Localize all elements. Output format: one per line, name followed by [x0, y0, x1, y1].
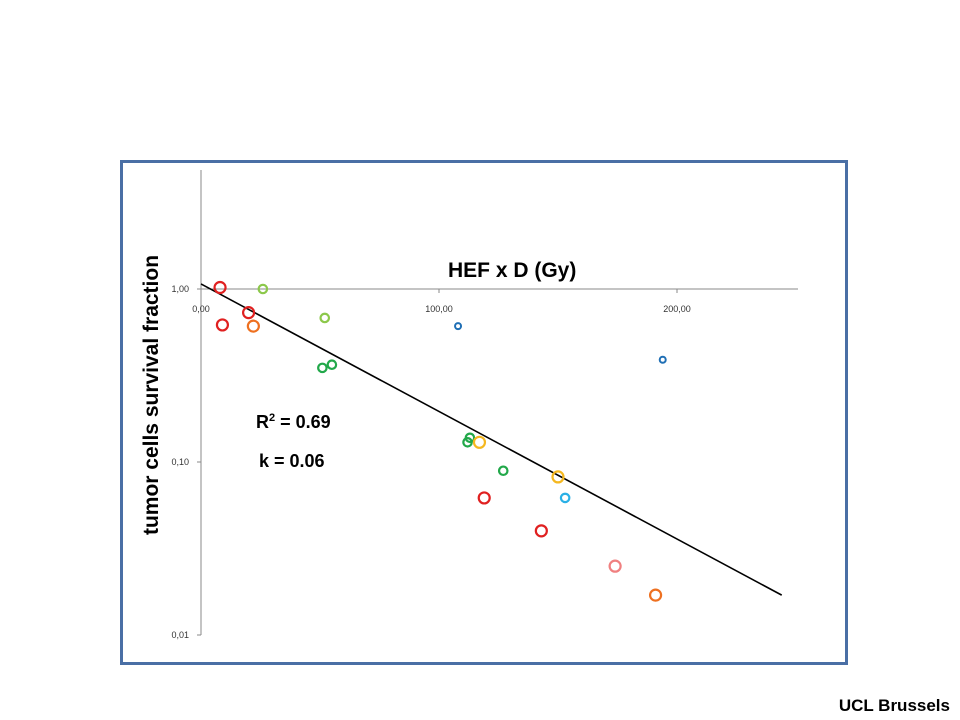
data-point	[658, 355, 667, 364]
trendline	[200, 283, 783, 596]
data-point	[326, 359, 338, 371]
x-axis-label-text: HEF x D	[448, 259, 529, 282]
r2-value: = 0.69	[275, 412, 331, 432]
x-axis-label-unit: (Gy)	[534, 259, 577, 282]
data-point	[319, 312, 331, 324]
x-tick-label: 100,00	[425, 304, 453, 314]
y-tick-label: 0,01	[171, 630, 189, 640]
r-squared-annotation: R2 = 0.69	[256, 412, 331, 433]
y-tick-label: 1,00	[171, 284, 189, 294]
data-point	[454, 322, 463, 331]
data-point	[472, 435, 487, 449]
x-tick-label: 200,00	[663, 304, 691, 314]
data-point	[242, 306, 256, 320]
data-point	[648, 588, 663, 602]
data-point	[608, 559, 622, 573]
data-point	[215, 318, 230, 332]
data-point	[464, 432, 476, 444]
r2-superscript: 2	[269, 412, 276, 424]
data-point	[477, 491, 491, 505]
data-point	[559, 492, 571, 504]
data-point	[257, 283, 269, 295]
x-axis-label: HEF x D (Gy)	[448, 259, 576, 283]
data-point	[497, 465, 509, 477]
footer-credit: UCL Brussels	[838, 696, 950, 715]
chart-frame	[120, 160, 848, 665]
x-tick-label: 0,00	[192, 304, 210, 314]
data-point	[213, 280, 227, 295]
y-tick-label: 0,10	[171, 457, 189, 467]
k-annotation: k = 0.06	[259, 451, 325, 471]
data-point	[534, 524, 548, 538]
data-point	[246, 319, 260, 333]
data-point	[551, 470, 565, 484]
r2-prefix: R	[256, 412, 269, 432]
data-point	[317, 362, 328, 374]
y-axis-label: tumor cells survival fraction	[140, 254, 163, 536]
